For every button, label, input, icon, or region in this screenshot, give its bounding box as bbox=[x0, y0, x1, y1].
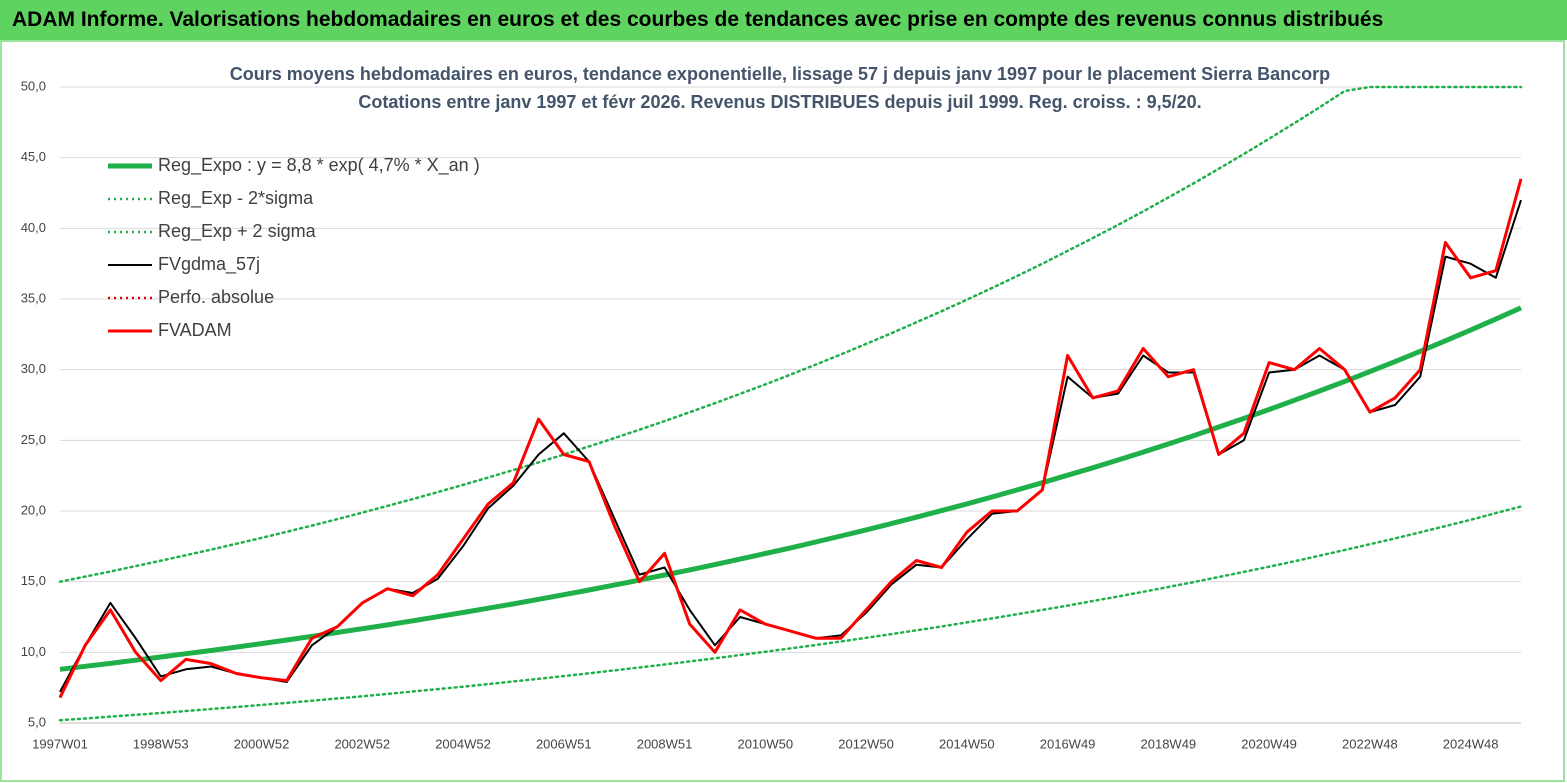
x-tick-label: 2006W51 bbox=[536, 736, 592, 751]
header-title: ADAM Informe. Valorisations hebdomadaire… bbox=[0, 0, 1567, 40]
series-line bbox=[58, 85, 1523, 583]
x-tick-label: 2014W50 bbox=[939, 736, 995, 751]
series-line bbox=[58, 178, 1523, 699]
x-tick-label: 1997W01 bbox=[32, 736, 88, 751]
x-tick-label: 2024W48 bbox=[1443, 736, 1499, 751]
chart-title: Cours moyens hebdomadaires en euros, ten… bbox=[230, 64, 1330, 84]
y-tick-label: 40,0 bbox=[21, 220, 46, 235]
series-line bbox=[58, 505, 1523, 722]
series-line bbox=[59, 305, 1523, 672]
y-tick-label: 20,0 bbox=[21, 502, 46, 517]
x-tick-label: 2008W51 bbox=[637, 736, 693, 751]
x-tick-label: 2016W49 bbox=[1040, 736, 1096, 751]
legend-label: Perfo. absolue bbox=[158, 287, 274, 307]
y-tick-label: 15,0 bbox=[21, 573, 46, 588]
x-tick-label: 2010W50 bbox=[737, 736, 793, 751]
x-tick-label: 2004W52 bbox=[435, 736, 491, 751]
y-tick-label: 10,0 bbox=[21, 644, 46, 659]
x-tick-label: 2018W49 bbox=[1141, 736, 1197, 751]
series-line bbox=[59, 199, 1522, 693]
y-tick-label: 25,0 bbox=[21, 432, 46, 447]
legend: Reg_Expo : y = 8,8 * exp( 4,7% * X_an ) R… bbox=[108, 155, 480, 340]
x-tick-label: 2020W49 bbox=[1241, 736, 1297, 751]
y-tick-label: 30,0 bbox=[21, 361, 46, 376]
x-tick-label: 2012W50 bbox=[838, 736, 894, 751]
x-tick-label: 2002W52 bbox=[334, 736, 390, 751]
chart: Cours moyens hebdomadaires en euros, ten… bbox=[0, 40, 1565, 782]
legend-label: Reg_Exp + 2 sigma bbox=[158, 221, 317, 242]
y-tick-label: 45,0 bbox=[21, 149, 46, 164]
legend-label: Reg_Exp - 2*sigma bbox=[158, 188, 314, 209]
x-tick-label: 2000W52 bbox=[234, 736, 290, 751]
frame bbox=[0, 40, 1565, 782]
x-tick-label: 2022W48 bbox=[1342, 736, 1398, 751]
legend-label: FVgdma_57j bbox=[158, 254, 260, 275]
x-tick-label: 1998W53 bbox=[133, 736, 189, 751]
y-tick-label: 35,0 bbox=[21, 290, 46, 305]
y-tick-label: 5,0 bbox=[28, 714, 46, 729]
legend-label: FVADAM bbox=[158, 320, 232, 340]
y-tick-label: 50,0 bbox=[21, 78, 46, 93]
legend-label: Reg_Expo : y = 8,8 * exp( 4,7% * X_an ) bbox=[158, 155, 480, 176]
chart-subtitle: Cotations entre janv 1997 et févr 2026. … bbox=[358, 92, 1201, 112]
